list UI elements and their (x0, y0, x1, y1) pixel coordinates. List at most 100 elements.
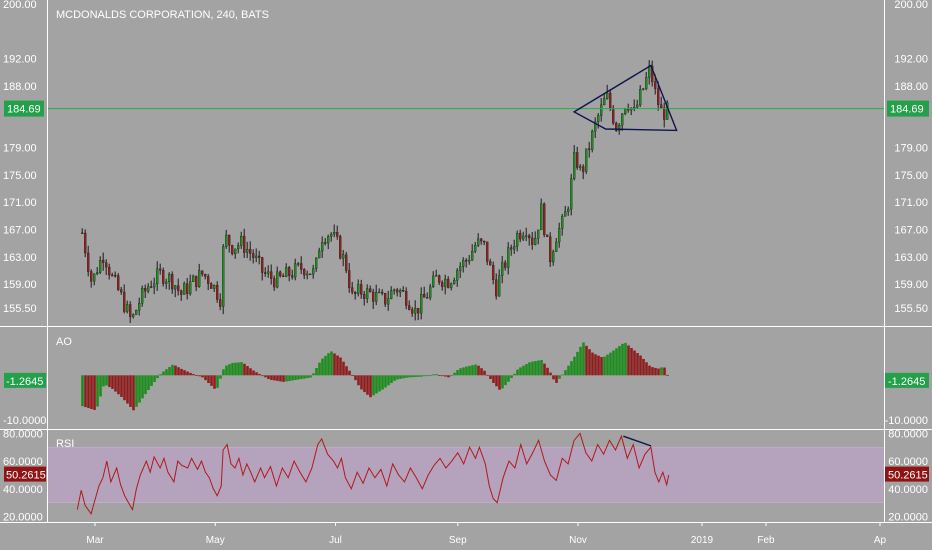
ao-bar (627, 345, 630, 376)
ao-bar (222, 369, 225, 376)
candle-body (471, 251, 474, 261)
time-axis-tick-label: 2019 (691, 535, 714, 546)
candle-body (96, 272, 99, 275)
candle-body (174, 285, 177, 290)
candle-body (441, 282, 444, 287)
ao-bar (531, 361, 534, 376)
candle-body (219, 299, 222, 307)
ao-bar (198, 375, 201, 377)
rsi-axis-tick-right: 40.0000 (888, 484, 928, 496)
candle-body (555, 241, 558, 252)
ao-bar (573, 356, 576, 376)
candle-body (492, 265, 495, 280)
rsi-band (48, 447, 884, 503)
ao-bar (99, 375, 102, 397)
ao-bar (117, 375, 120, 395)
candle-body (231, 245, 234, 255)
ao-bar (243, 363, 246, 376)
candle-body (651, 65, 654, 82)
ao-bar (291, 375, 294, 381)
candle-body (657, 88, 660, 105)
candle-body (168, 274, 171, 283)
ao-bar (534, 361, 537, 376)
candle-body (636, 104, 639, 108)
candle-body (267, 271, 270, 274)
price-axis-tick-left: 163.00 (3, 252, 37, 264)
ao-bar (294, 375, 297, 381)
ao-bar (435, 374, 438, 376)
candle-body (195, 275, 198, 287)
candle-body (297, 263, 300, 265)
candle-body (303, 269, 306, 276)
ao-bar (591, 352, 594, 376)
ao-bar (228, 364, 231, 376)
price-axis-tick-left: 200.00 (3, 0, 37, 11)
candle-body (465, 259, 468, 262)
ao-bar (108, 375, 111, 388)
last-price-tag-right (887, 100, 929, 117)
candle-body (522, 235, 525, 240)
candle-body (531, 237, 534, 245)
triangle-drawing[interactable] (572, 64, 678, 132)
candle-body (384, 293, 387, 305)
ao-bar (249, 368, 252, 376)
candle-body (513, 246, 516, 250)
ao-bar (411, 375, 414, 378)
rsi-value-tag-right (885, 466, 929, 482)
ao-bar (315, 367, 318, 376)
ao-bar (429, 374, 432, 376)
ao-pane-title: AO (56, 336, 72, 348)
ao-bar (177, 367, 180, 376)
ao-bar (282, 375, 285, 382)
ao-bar (399, 375, 402, 379)
ao-bar (144, 375, 147, 395)
ao-bar (657, 368, 660, 376)
ao-bar (483, 370, 486, 376)
candle-body (102, 260, 105, 263)
ao-bar (651, 367, 654, 376)
candle-body (90, 271, 93, 282)
ao-bar (555, 375, 558, 383)
candle-body (261, 257, 264, 273)
ao-bar (354, 375, 357, 381)
ao-bar (447, 375, 450, 378)
candle-body (393, 289, 396, 292)
rsi-axis-tick-right: 80.0000 (888, 428, 928, 440)
candle-body (282, 275, 285, 278)
candle-body (276, 271, 279, 288)
ao-bar (258, 373, 261, 376)
ao-bar (378, 375, 381, 392)
candle-body (192, 275, 195, 282)
ao-bar (501, 375, 504, 389)
price-axis-tick-right: 200.00 (894, 0, 928, 11)
ao-bar (387, 375, 390, 386)
candle-body (663, 107, 666, 120)
ao-bar (495, 375, 498, 387)
candle-body (570, 178, 573, 210)
ao-bar (126, 375, 129, 404)
candle-body (243, 235, 246, 253)
ao-bar (414, 375, 417, 378)
candle-body (99, 260, 102, 273)
ao-bar (633, 350, 636, 376)
ao-bar (216, 375, 219, 388)
ao-bar (333, 353, 336, 376)
candle-body (123, 291, 126, 312)
ao-bar (477, 365, 480, 376)
rsi-pane-title: RSI (56, 438, 74, 450)
ao-bar (546, 367, 549, 376)
ao-value-tag-left (4, 372, 46, 388)
candle-body (558, 228, 561, 243)
last-price-label-right: 184.69 (890, 104, 924, 116)
rsi-divergence-line[interactable] (623, 435, 652, 447)
ao-bar (264, 375, 267, 378)
ao-bar (231, 362, 234, 376)
ao-bar (213, 375, 216, 389)
ao-bar (375, 375, 378, 394)
ao-bar (453, 372, 456, 376)
candle-body (348, 270, 351, 288)
ao-bar (246, 366, 249, 376)
ao-bar (510, 375, 513, 379)
